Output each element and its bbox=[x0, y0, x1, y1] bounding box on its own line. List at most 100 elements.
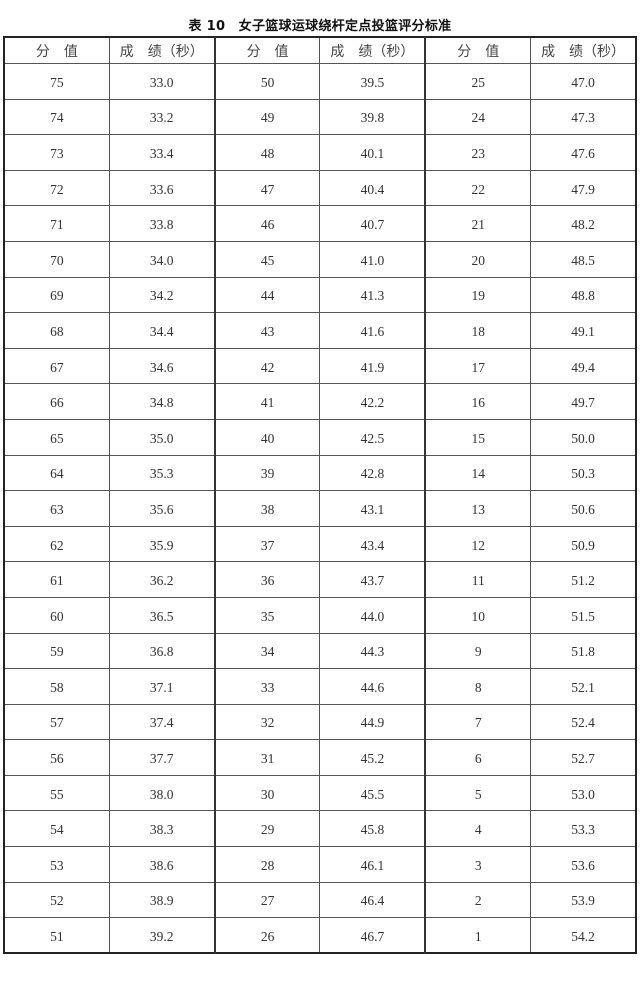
time-cell: 54.2 bbox=[530, 917, 637, 954]
score-cell: 49 bbox=[214, 98, 321, 136]
score-cell: 33 bbox=[214, 668, 321, 705]
time-cell: 33.4 bbox=[108, 134, 216, 171]
table-row: 66 34.8 41 42.2 16 49.7 bbox=[3, 383, 637, 420]
score-cell: 37 bbox=[214, 525, 321, 563]
header-score: 分 值 bbox=[214, 36, 321, 64]
score-cell: 55 bbox=[3, 774, 110, 812]
score-cell: 35 bbox=[214, 596, 321, 634]
score-cell: 23 bbox=[424, 134, 532, 171]
score-cell: 67 bbox=[3, 347, 110, 385]
score-cell: 52 bbox=[3, 881, 110, 919]
time-cell: 53.3 bbox=[530, 810, 637, 848]
time-cell: 34.0 bbox=[108, 240, 216, 278]
time-cell: 35.9 bbox=[108, 525, 216, 563]
score-cell: 65 bbox=[3, 418, 110, 456]
header-score: 分 值 bbox=[424, 36, 532, 64]
score-cell: 18 bbox=[424, 312, 532, 349]
score-cell: 48 bbox=[214, 134, 321, 171]
score-cell: 41 bbox=[214, 383, 321, 420]
time-cell: 46.1 bbox=[319, 846, 427, 883]
time-cell: 49.1 bbox=[530, 312, 637, 349]
score-cell: 29 bbox=[214, 810, 321, 848]
score-cell: 12 bbox=[424, 525, 532, 563]
time-cell: 49.4 bbox=[530, 347, 637, 385]
score-cell: 51 bbox=[3, 917, 110, 954]
score-cell: 13 bbox=[424, 490, 532, 527]
time-cell: 53.9 bbox=[530, 881, 637, 919]
time-cell: 49.7 bbox=[530, 383, 637, 420]
header-time: 成 绩（秒） bbox=[108, 36, 216, 64]
time-cell: 51.5 bbox=[530, 596, 637, 634]
table-row: 70 34.0 45 41.0 20 48.5 bbox=[3, 240, 637, 278]
time-cell: 37.7 bbox=[108, 739, 216, 776]
time-cell: 34.6 bbox=[108, 347, 216, 385]
table-row: 61 36.2 36 43.7 11 51.2 bbox=[3, 561, 637, 598]
table-row: 73 33.4 48 40.1 23 47.6 bbox=[3, 134, 637, 171]
table-row: 68 34.4 43 41.6 18 49.1 bbox=[3, 312, 637, 349]
table-row: 64 35.3 39 42.8 14 50.3 bbox=[3, 454, 637, 492]
time-cell: 45.8 bbox=[319, 810, 427, 848]
score-cell: 28 bbox=[214, 846, 321, 883]
score-cell: 27 bbox=[214, 881, 321, 919]
score-cell: 31 bbox=[214, 739, 321, 776]
score-cell: 72 bbox=[3, 169, 110, 207]
score-cell: 63 bbox=[3, 490, 110, 527]
scoring-table: 分 值 成 绩（秒） 分 值 成 绩（秒） 分 值 成 绩（秒） 75 33.0 5… bbox=[3, 36, 637, 955]
score-cell: 40 bbox=[214, 418, 321, 456]
time-cell: 50.9 bbox=[530, 525, 637, 563]
time-cell: 41.6 bbox=[319, 312, 427, 349]
table-title: 表 10 女子篮球运球绕杆定点投篮评分标准 bbox=[188, 19, 452, 34]
time-cell: 51.2 bbox=[530, 561, 637, 598]
score-cell: 42 bbox=[214, 347, 321, 385]
table-row: 71 33.8 46 40.7 21 48.2 bbox=[3, 205, 637, 242]
time-cell: 48.8 bbox=[530, 276, 637, 314]
time-cell: 50.0 bbox=[530, 418, 637, 456]
score-cell: 62 bbox=[3, 525, 110, 563]
time-cell: 38.3 bbox=[108, 810, 216, 848]
table-row: 72 33.6 47 40.4 22 47.9 bbox=[3, 169, 637, 207]
time-cell: 47.3 bbox=[530, 98, 637, 136]
time-cell: 40.1 bbox=[319, 134, 427, 171]
score-cell: 50 bbox=[214, 63, 321, 100]
time-cell: 44.9 bbox=[319, 703, 427, 741]
score-cell: 38 bbox=[214, 490, 321, 527]
time-cell: 43.1 bbox=[319, 490, 427, 527]
score-cell: 69 bbox=[3, 276, 110, 314]
score-cell: 43 bbox=[214, 312, 321, 349]
time-cell: 36.5 bbox=[108, 596, 216, 634]
time-cell: 41.3 bbox=[319, 276, 427, 314]
score-cell: 21 bbox=[424, 205, 532, 242]
score-cell: 1 bbox=[424, 917, 532, 954]
score-cell: 53 bbox=[3, 846, 110, 883]
score-cell: 19 bbox=[424, 276, 532, 314]
score-cell: 56 bbox=[3, 739, 110, 776]
time-cell: 47.9 bbox=[530, 169, 637, 207]
score-cell: 25 bbox=[424, 63, 532, 100]
score-cell: 46 bbox=[214, 205, 321, 242]
time-cell: 42.2 bbox=[319, 383, 427, 420]
time-cell: 33.8 bbox=[108, 205, 216, 242]
time-cell: 47.6 bbox=[530, 134, 637, 171]
table-row: 58 37.1 33 44.6 8 52.1 bbox=[3, 668, 637, 705]
score-cell: 10 bbox=[424, 596, 532, 634]
score-cell: 58 bbox=[3, 668, 110, 705]
time-cell: 37.1 bbox=[108, 668, 216, 705]
table-row: 51 39.2 26 46.7 1 54.2 bbox=[3, 917, 637, 954]
score-cell: 64 bbox=[3, 454, 110, 492]
score-cell: 71 bbox=[3, 205, 110, 242]
score-cell: 61 bbox=[3, 561, 110, 598]
score-cell: 3 bbox=[424, 846, 532, 883]
table-row: 65 35.0 40 42.5 15 50.0 bbox=[3, 418, 637, 456]
score-cell: 8 bbox=[424, 668, 532, 705]
score-cell: 5 bbox=[424, 774, 532, 812]
time-cell: 39.2 bbox=[108, 917, 216, 954]
score-cell: 2 bbox=[424, 881, 532, 919]
score-cell: 34 bbox=[214, 632, 321, 670]
time-cell: 34.8 bbox=[108, 383, 216, 420]
table-row: 74 33.2 49 39.8 24 47.3 bbox=[3, 98, 637, 136]
time-cell: 42.8 bbox=[319, 454, 427, 492]
time-cell: 48.5 bbox=[530, 240, 637, 278]
table-row: 63 35.6 38 43.1 13 50.6 bbox=[3, 490, 637, 527]
time-cell: 33.6 bbox=[108, 169, 216, 207]
time-cell: 43.4 bbox=[319, 525, 427, 563]
